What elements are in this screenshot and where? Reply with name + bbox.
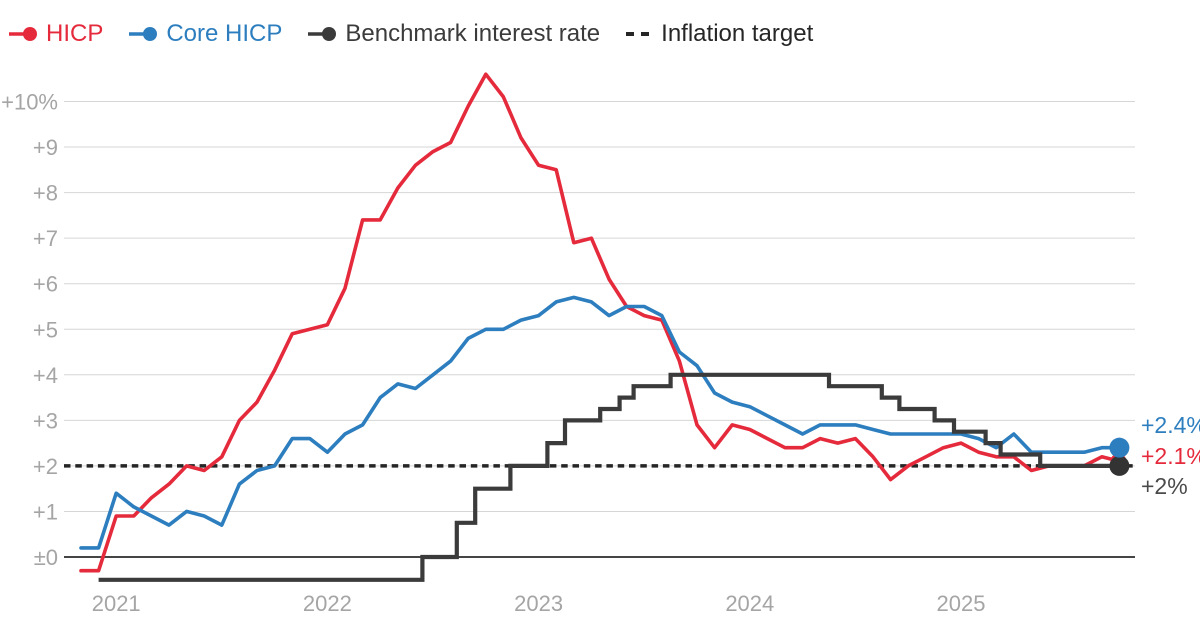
benchmark-rate-end-dot — [1109, 455, 1130, 476]
y-tick-label: +10% — [1, 90, 58, 115]
y-tick-label: +2 — [33, 454, 58, 479]
legend-item-core-hicp: Core HICP — [128, 20, 282, 48]
x-tick-label: 2023 — [514, 591, 563, 616]
legend-label-core-hicp: Core HICP — [166, 20, 283, 47]
x-tick-label: 2021 — [92, 591, 141, 616]
core-hicp-end-label: +2.4% — [1141, 412, 1200, 438]
benchmark-rate-line-dot-icon — [308, 27, 337, 41]
x-tick-label: 2024 — [725, 591, 774, 616]
benchmark-rate-step-line — [98, 372, 1120, 582]
y-tick-label: ±0 — [34, 545, 58, 570]
inflation-target-dashes-icon — [626, 32, 653, 36]
benchmark-rate-end-label: +2% — [1141, 473, 1188, 499]
hicp-line-dot-icon — [9, 27, 37, 41]
core-hicp-line — [79, 295, 1122, 550]
legend-item-inflation-target: Inflation target — [625, 20, 813, 48]
hicp-end-label: +2.1% — [1141, 443, 1200, 469]
y-tick-label: +8 — [33, 181, 58, 206]
x-tick-label: 2025 — [937, 591, 986, 616]
y-tick-label: +7 — [33, 226, 58, 251]
y-tick-label: +9 — [33, 135, 58, 160]
y-tick-label: +4 — [33, 363, 58, 388]
x-tick-label: 2022 — [303, 591, 352, 616]
legend-item-benchmark-rate: Benchmark interest rate — [307, 20, 600, 48]
y-tick-label: +5 — [33, 317, 58, 342]
core-hicp-line-dot-icon — [129, 27, 158, 41]
legend-label-benchmark-rate: Benchmark interest rate — [345, 20, 601, 47]
chart-legend: HICP Core HICP Benchmark interest rate I… — [8, 20, 813, 48]
legend-item-hicp: HICP — [8, 20, 103, 48]
y-tick-label: +3 — [33, 408, 58, 433]
y-tick-label: +6 — [33, 272, 58, 297]
legend-label-hicp: HICP — [46, 20, 104, 47]
y-tick-label: +1 — [33, 499, 58, 524]
hicp-line — [79, 72, 1122, 573]
core-hicp-end-dot — [1109, 437, 1130, 458]
legend-label-inflation-target: Inflation target — [661, 20, 814, 47]
